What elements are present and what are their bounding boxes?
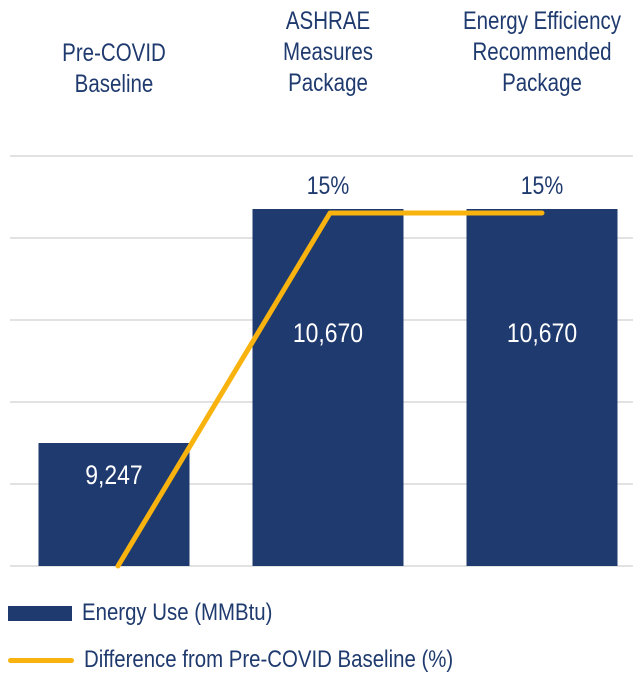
difference-value-label-1: 15% xyxy=(307,171,350,199)
category-label-ashrae: ASHRAE Measures Package xyxy=(282,7,373,97)
legend-item-difference: Difference from Pre-COVID Baseline (%) xyxy=(0,645,643,675)
bar-2 xyxy=(466,209,618,566)
bar-value-label-2: 10,670 xyxy=(507,318,577,348)
bar-0 xyxy=(38,443,190,566)
difference-line xyxy=(115,210,545,569)
legend-item-energy-use: Energy Use (MMBtu) xyxy=(0,598,643,628)
legend-bar-swatch xyxy=(8,605,72,621)
bar-1 xyxy=(252,209,404,566)
bar-value-label-0: 9,247 xyxy=(85,460,142,490)
category-label-pre-covid: Pre-COVID Baseline xyxy=(62,39,166,98)
legend-label-difference: Difference from Pre-COVID Baseline (%) xyxy=(84,646,454,673)
legend-line-swatch xyxy=(8,657,74,663)
legend-label-energy-use: Energy Use (MMBtu) xyxy=(82,599,273,626)
category-label-energy-efficiency: Energy Efficiency Recommended Package xyxy=(462,7,622,97)
difference-value-label-2: 15% xyxy=(521,171,564,199)
bar-value-label-1: 10,670 xyxy=(293,318,363,348)
